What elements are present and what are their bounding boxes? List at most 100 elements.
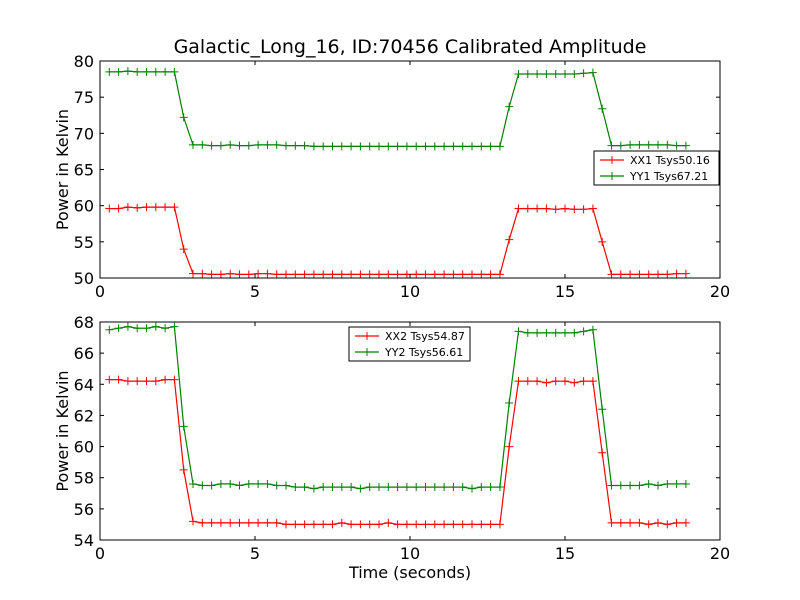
data-point xyxy=(561,377,569,386)
data-point xyxy=(189,269,197,278)
data-point xyxy=(430,483,439,492)
data-point xyxy=(412,483,421,492)
data-point xyxy=(384,518,393,527)
data-point xyxy=(347,142,356,151)
data-point xyxy=(189,140,197,149)
data-point xyxy=(356,520,365,529)
y-tick-label: 64 xyxy=(74,375,94,394)
data-point xyxy=(570,205,579,214)
data-point xyxy=(458,520,467,529)
data-point xyxy=(207,270,216,279)
data-point xyxy=(523,204,532,213)
data-point xyxy=(607,481,616,490)
data-point xyxy=(319,520,328,529)
data-point xyxy=(161,375,170,384)
series-1 xyxy=(105,375,690,529)
data-point xyxy=(244,518,253,527)
data-point xyxy=(505,235,514,244)
data-point xyxy=(579,69,588,78)
data-point xyxy=(607,141,616,150)
y-tick-label: 58 xyxy=(74,469,94,488)
data-point xyxy=(161,324,170,333)
data-point xyxy=(635,270,644,279)
data-point xyxy=(533,377,542,386)
data-point xyxy=(356,270,365,279)
data-point xyxy=(588,68,597,77)
data-point xyxy=(142,203,151,212)
x-tick-label: 10 xyxy=(400,282,420,301)
data-point xyxy=(375,270,383,279)
data-point xyxy=(272,140,281,149)
data-point xyxy=(542,70,551,79)
data-point xyxy=(272,481,281,490)
data-point xyxy=(626,481,635,490)
data-point xyxy=(551,70,560,79)
data-point xyxy=(458,270,467,279)
data-point xyxy=(384,483,393,492)
data-point xyxy=(505,102,514,111)
data-point xyxy=(486,483,495,492)
data-point xyxy=(235,481,244,490)
data-point xyxy=(254,269,263,278)
data-point xyxy=(579,327,588,336)
data-point xyxy=(644,520,653,529)
x-tick-label: 0 xyxy=(95,544,105,563)
data-point xyxy=(179,113,188,122)
data-point xyxy=(570,70,579,79)
data-point xyxy=(347,270,356,279)
data-point xyxy=(226,518,235,527)
data-point xyxy=(505,442,514,451)
y-tick-label: 65 xyxy=(74,161,94,180)
data-point xyxy=(542,378,551,387)
data-point xyxy=(654,270,662,279)
data-point xyxy=(654,481,662,490)
data-point xyxy=(635,140,644,149)
data-point xyxy=(282,481,290,490)
data-point xyxy=(486,520,495,529)
legend-marker xyxy=(608,156,616,164)
data-point xyxy=(672,269,681,278)
x-tick-label: 15 xyxy=(555,544,575,563)
data-point xyxy=(449,270,458,279)
y-tick-label: 70 xyxy=(74,124,94,143)
y-tick-label: 75 xyxy=(74,88,94,107)
data-point xyxy=(514,70,523,79)
data-point xyxy=(486,270,495,279)
data-point xyxy=(328,270,337,279)
data-point xyxy=(458,483,467,492)
data-point xyxy=(133,67,142,76)
data-point xyxy=(421,142,430,151)
series-1 xyxy=(105,203,690,279)
data-point xyxy=(495,270,504,279)
data-point xyxy=(291,520,300,529)
data-point xyxy=(170,203,179,212)
data-point xyxy=(588,325,597,334)
data-point xyxy=(300,483,309,492)
data-point xyxy=(421,520,430,529)
data-point xyxy=(588,377,597,386)
data-point xyxy=(468,520,476,529)
data-point xyxy=(105,67,114,76)
data-point xyxy=(254,479,263,488)
data-point xyxy=(254,140,263,149)
data-point xyxy=(375,520,383,529)
data-point xyxy=(198,481,207,490)
data-point xyxy=(681,479,690,488)
data-point xyxy=(654,518,662,527)
data-point xyxy=(263,269,272,278)
data-point xyxy=(393,483,402,492)
data-point xyxy=(681,141,690,150)
data-point xyxy=(468,142,476,151)
data-point xyxy=(542,204,551,213)
data-point xyxy=(616,141,625,150)
data-point xyxy=(300,270,309,279)
data-point xyxy=(551,377,560,386)
data-point xyxy=(114,204,123,213)
data-point xyxy=(291,270,300,279)
legend-box xyxy=(593,150,720,186)
data-point xyxy=(430,520,439,529)
data-point xyxy=(495,142,504,151)
data-point xyxy=(300,141,309,150)
data-point xyxy=(375,142,383,151)
data-point xyxy=(384,270,393,279)
